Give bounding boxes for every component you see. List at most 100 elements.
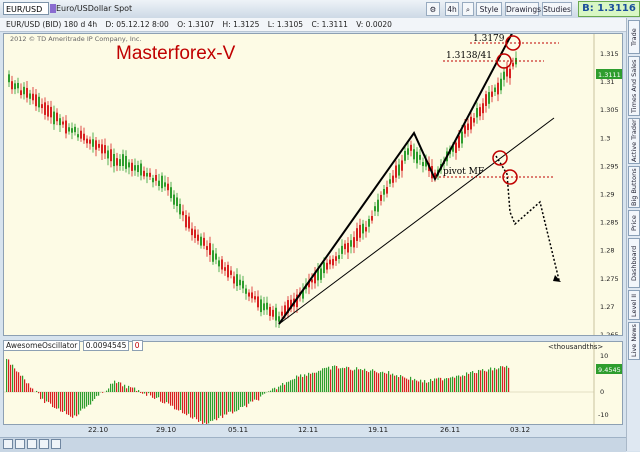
tab-trade[interactable]: Trade	[628, 20, 640, 54]
pivot-circle	[503, 170, 517, 184]
support-trend-line[interactable]	[279, 118, 554, 324]
candle	[278, 316, 280, 321]
ao-ytick-top: 10	[600, 352, 608, 360]
studies-button[interactable]: Studies	[542, 2, 572, 16]
ao-bar	[126, 388, 127, 392]
tab-times-and-sales[interactable]: Times And Sales	[628, 56, 640, 116]
ao-bar	[362, 370, 363, 392]
ao-bar	[410, 377, 411, 392]
candle	[461, 132, 463, 144]
y-tick-label: 1.29	[600, 191, 614, 199]
candle	[203, 238, 205, 246]
ao-bar	[244, 392, 245, 406]
ao-bar	[194, 392, 195, 417]
x-tick: 29.10	[156, 426, 176, 434]
candle	[158, 181, 160, 186]
candle	[239, 280, 241, 286]
ao-bar	[360, 369, 361, 392]
ao-bar	[338, 368, 339, 392]
ao-bar	[70, 392, 71, 417]
y-tick-label: 1.275	[600, 275, 619, 283]
cursor-icon[interactable]	[51, 439, 61, 449]
ao-bar	[102, 392, 103, 393]
ao-bar	[492, 370, 493, 392]
ao-bar	[412, 380, 413, 392]
ao-bar	[502, 366, 503, 392]
ao-bar	[398, 377, 399, 392]
ao-bar	[346, 367, 347, 392]
symbol-input[interactable]: EUR/USD	[3, 2, 49, 15]
price-chart[interactable]: 1.3179 1.3138/41 pivot MF 1.3151.311.305…	[4, 34, 622, 335]
candle	[164, 182, 166, 186]
tab-big-buttons[interactable]: Big Buttons	[628, 166, 640, 208]
ao-bar	[468, 374, 469, 392]
ao-bar	[214, 392, 215, 419]
candle	[221, 259, 223, 269]
zoom-out-icon[interactable]	[15, 439, 25, 449]
ao-bar	[364, 369, 365, 392]
zoom-in-icon[interactable]	[3, 439, 13, 449]
oscillator-panel[interactable]: 10 0 -10 9.4545	[3, 341, 623, 425]
ao-bar	[280, 385, 281, 392]
ao-bar	[490, 367, 491, 392]
gear-icon[interactable]: ⚙	[426, 2, 440, 16]
candle	[83, 134, 85, 141]
style-button[interactable]: Style	[476, 2, 502, 16]
candle	[170, 187, 172, 198]
candle	[134, 165, 136, 170]
timeframe-button[interactable]: 4h	[445, 2, 459, 16]
candle	[167, 184, 169, 191]
volume-label: V: 0.0020	[356, 20, 392, 29]
oscillator-chart[interactable]: 10 0 -10 9.4545	[4, 342, 622, 424]
candle	[32, 94, 34, 101]
ao-bar	[292, 380, 293, 392]
instrument-label: EUR/USD (BID) 180 d 4h	[6, 20, 97, 29]
candle	[110, 149, 112, 161]
bid-price-button[interactable]: B: 1.3116	[578, 1, 640, 17]
ao-bar	[90, 392, 91, 405]
tab-active-trader[interactable]: Active Trader	[628, 118, 640, 164]
tab-live-news[interactable]: Live News	[628, 322, 640, 360]
indicator-header: AwesomeOscillator 0.0094545 0	[3, 341, 143, 350]
ao-bar	[128, 386, 129, 392]
drawings-button[interactable]: Drawings	[505, 2, 539, 16]
ao-bar	[38, 392, 39, 393]
pan-icon[interactable]	[27, 439, 37, 449]
ao-bar	[424, 380, 425, 392]
ao-bar	[74, 392, 75, 415]
ao-bar	[470, 372, 471, 392]
ao-bar	[478, 370, 479, 392]
candle	[329, 260, 331, 265]
ao-bar	[486, 372, 487, 392]
candle	[341, 246, 343, 254]
ao-bar	[300, 374, 301, 392]
ao-bar	[40, 392, 41, 399]
ao-bar	[386, 374, 387, 392]
ao-bar	[210, 392, 211, 421]
ao-bar	[418, 381, 419, 392]
candle	[512, 63, 514, 67]
ao-bar	[482, 369, 483, 392]
candle	[401, 160, 403, 170]
y-tick-label: 1.3	[600, 134, 610, 142]
ao-bar	[328, 367, 329, 392]
ao-bar	[228, 392, 229, 412]
candle	[65, 121, 67, 134]
tab-dashboard[interactable]: Dashboard	[628, 238, 640, 288]
candle	[266, 303, 268, 310]
ao-bar	[216, 392, 217, 420]
tab-level-ii[interactable]: Level II	[628, 290, 640, 320]
zoom-icon[interactable]: ⌕	[462, 2, 474, 16]
ao-bar	[224, 392, 225, 414]
indicator-name[interactable]: AwesomeOscillator	[3, 340, 80, 351]
tab-price[interactable]: Price	[628, 210, 640, 236]
candle	[353, 237, 355, 247]
candle	[233, 276, 235, 283]
candle	[413, 149, 415, 159]
crosshair-icon[interactable]	[39, 439, 49, 449]
footer-toolbar	[0, 437, 626, 452]
ao-bar	[422, 382, 423, 392]
candle	[356, 228, 358, 241]
candle	[44, 102, 46, 115]
